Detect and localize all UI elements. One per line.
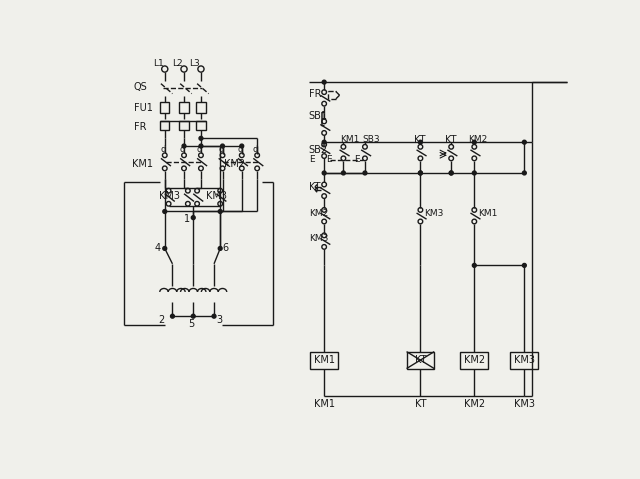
Circle shape	[191, 216, 195, 219]
Circle shape	[218, 209, 222, 214]
Text: L1: L1	[153, 59, 164, 68]
Text: KM2: KM2	[224, 159, 245, 169]
Text: E: E	[308, 155, 314, 164]
Bar	[160, 121, 170, 130]
Circle shape	[199, 137, 203, 140]
Text: KM3: KM3	[308, 234, 328, 243]
Text: SB2: SB2	[308, 145, 328, 155]
Circle shape	[199, 144, 203, 148]
Text: 4: 4	[155, 243, 161, 253]
Text: 2: 2	[159, 315, 165, 325]
Text: FR: FR	[134, 122, 147, 132]
Text: SB3: SB3	[362, 136, 380, 144]
Text: FU1: FU1	[134, 103, 153, 113]
Circle shape	[472, 171, 476, 175]
Text: E: E	[326, 155, 332, 164]
Text: KT: KT	[415, 399, 426, 409]
Text: KM3: KM3	[514, 355, 535, 365]
Circle shape	[163, 209, 166, 214]
Text: [: [	[319, 112, 326, 126]
Text: KM1: KM1	[340, 136, 360, 144]
Circle shape	[342, 171, 346, 175]
Text: 6: 6	[223, 243, 228, 253]
Text: KT: KT	[445, 135, 456, 145]
Text: KM2: KM2	[464, 355, 485, 365]
Text: d: d	[161, 145, 166, 154]
Text: KT: KT	[308, 182, 320, 192]
Text: KM2: KM2	[464, 399, 485, 409]
Text: 3: 3	[216, 315, 223, 325]
Text: L3: L3	[189, 59, 200, 68]
Circle shape	[522, 171, 526, 175]
Circle shape	[322, 140, 326, 144]
Bar	[179, 102, 189, 113]
Text: KM1: KM1	[132, 159, 153, 169]
Circle shape	[218, 247, 222, 251]
Circle shape	[419, 171, 422, 175]
Bar	[160, 102, 170, 113]
Bar	[511, 352, 538, 368]
Circle shape	[191, 314, 195, 318]
Bar	[196, 121, 205, 130]
Circle shape	[240, 144, 244, 148]
Circle shape	[419, 140, 422, 144]
Text: KM3: KM3	[159, 191, 180, 201]
Text: KM1: KM1	[314, 355, 335, 365]
Text: 5: 5	[189, 319, 195, 329]
Text: FR: FR	[308, 90, 321, 100]
Text: KT: KT	[414, 135, 426, 145]
Circle shape	[322, 171, 326, 175]
Text: L2: L2	[173, 59, 183, 68]
Text: KM3: KM3	[514, 399, 535, 409]
Circle shape	[449, 171, 453, 175]
Text: KM1: KM1	[478, 208, 497, 217]
Circle shape	[212, 314, 216, 318]
Circle shape	[322, 80, 326, 84]
Text: d: d	[237, 145, 243, 154]
Circle shape	[163, 247, 166, 251]
Circle shape	[182, 144, 186, 148]
Circle shape	[449, 171, 453, 175]
Bar	[310, 352, 338, 368]
Text: KM2: KM2	[468, 136, 488, 144]
Text: KM2: KM2	[308, 208, 328, 217]
Bar	[460, 352, 488, 368]
Circle shape	[419, 171, 422, 175]
Circle shape	[221, 144, 225, 148]
Circle shape	[522, 140, 526, 144]
Bar	[196, 102, 205, 113]
Text: SB1: SB1	[308, 111, 328, 121]
Text: QS: QS	[134, 82, 148, 92]
Text: d: d	[218, 145, 223, 154]
Text: 1: 1	[184, 214, 190, 224]
Text: KM1: KM1	[314, 399, 335, 409]
Circle shape	[170, 314, 174, 318]
Circle shape	[472, 140, 476, 144]
Text: d: d	[253, 145, 259, 154]
Text: KT: KT	[415, 355, 426, 365]
Circle shape	[472, 263, 476, 267]
Circle shape	[522, 263, 526, 267]
Text: KM3: KM3	[424, 208, 444, 217]
Text: E: E	[354, 155, 360, 164]
Text: d: d	[180, 145, 185, 154]
Text: d: d	[196, 145, 202, 154]
Bar	[406, 352, 435, 368]
Bar	[179, 121, 189, 130]
Circle shape	[363, 171, 367, 175]
Text: KM3: KM3	[206, 191, 227, 201]
